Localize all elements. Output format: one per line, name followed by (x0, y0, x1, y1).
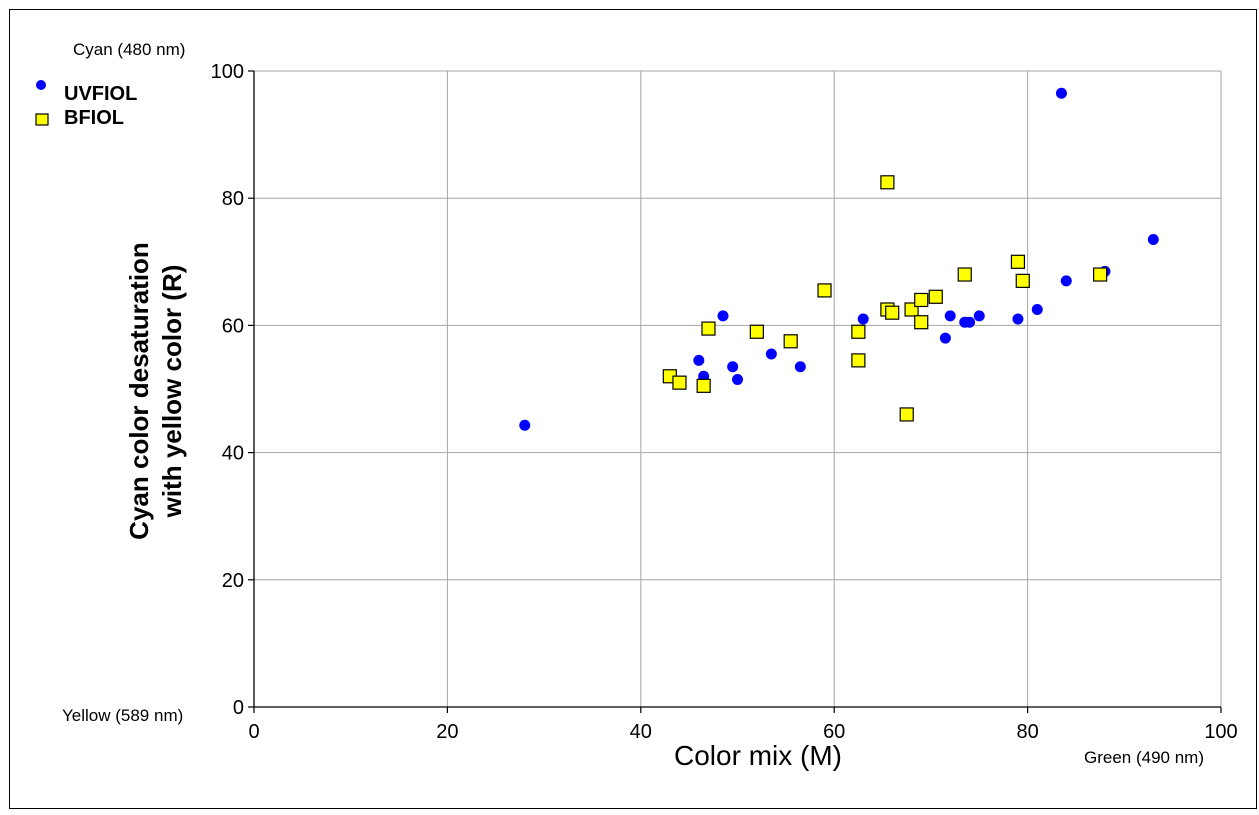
uvfiol-point (857, 313, 869, 325)
y-tick-label: 80 (222, 188, 244, 210)
bfiol-point (899, 407, 914, 422)
bfiol-point (851, 353, 866, 368)
uvfiol-point (1055, 87, 1067, 99)
bfiol-point (914, 292, 929, 308)
bfiol-point (1010, 254, 1026, 269)
x-tick-label: 100 (1204, 721, 1237, 743)
uvfiol-point (973, 310, 985, 322)
chart-frame: 0 20 40 60 80 100 0 20 40 60 80 100 Color mix (M) … (9, 9, 1257, 809)
y-tick-label: 0 (233, 697, 244, 719)
corner-label-cyan: Cyan (480 nm) (73, 40, 185, 59)
bfiol-point (914, 315, 929, 330)
legend-uvfiol-label: UVFIOL (64, 83, 137, 105)
corner-label-yellow: Yellow (589 nm) (62, 706, 183, 725)
bfiol-point (880, 175, 895, 190)
legend-bfiol-label: BFIOL (64, 107, 124, 129)
grid (254, 70, 1222, 707)
y-axis-label-line1: Cyan color desaturation (124, 242, 154, 540)
uvfiol-point (765, 348, 777, 360)
uvfiol-point (693, 354, 705, 366)
uvfiol-point (717, 310, 729, 322)
bfiol-point (817, 283, 832, 298)
bfiol-point (928, 289, 943, 304)
bfiol-point (749, 324, 764, 339)
bfiol-point (1093, 267, 1108, 282)
y-axis-label-line2: with yellow color (R) (157, 265, 187, 519)
uvfiol-point (1012, 313, 1024, 325)
bfiol-point (885, 305, 900, 320)
y-tick-label: 40 (222, 443, 244, 465)
uvfiol-point (794, 361, 806, 373)
uvfiol-point (727, 361, 739, 373)
legend: UVFIOL BFIOL (35, 80, 137, 129)
x-tick-labels: 0 20 40 60 80 100 (248, 721, 1237, 743)
bfiol-point (701, 321, 716, 336)
y-tick-label: 100 (211, 61, 244, 83)
x-tick-label: 0 (248, 721, 259, 743)
uvfiol-point (519, 419, 531, 431)
bfiol-point (783, 334, 798, 349)
uvfiol-point (939, 332, 951, 344)
bfiol-point (696, 378, 711, 393)
uvfiol-point (1060, 275, 1072, 287)
y-tick-labels: 0 20 40 60 80 100 (211, 61, 244, 719)
bfiol-point (672, 375, 687, 390)
legend-uvfiol-marker (36, 80, 46, 90)
bfiol-point (1015, 273, 1030, 288)
uvfiol-point (944, 310, 956, 322)
x-tick-label: 40 (630, 721, 652, 743)
y-tick-label: 20 (222, 570, 244, 592)
x-axis-label: Color mix (M) (674, 740, 842, 771)
x-tick-label: 60 (823, 721, 845, 743)
uvfiol-point (1147, 234, 1159, 246)
uvfiol-point (964, 316, 976, 328)
axes (248, 70, 1222, 713)
data-points (519, 87, 1159, 431)
x-tick-label: 20 (436, 721, 458, 743)
x-tick-label: 80 (1016, 721, 1038, 743)
bfiol-point (851, 324, 866, 339)
y-tick-label: 60 (222, 315, 244, 337)
uvfiol-point (732, 373, 743, 385)
uvfiol-point (1031, 304, 1043, 315)
corner-label-green: Green (490 nm) (1084, 748, 1204, 767)
legend-bfiol-marker (35, 113, 49, 126)
bfiol-point (957, 267, 972, 282)
